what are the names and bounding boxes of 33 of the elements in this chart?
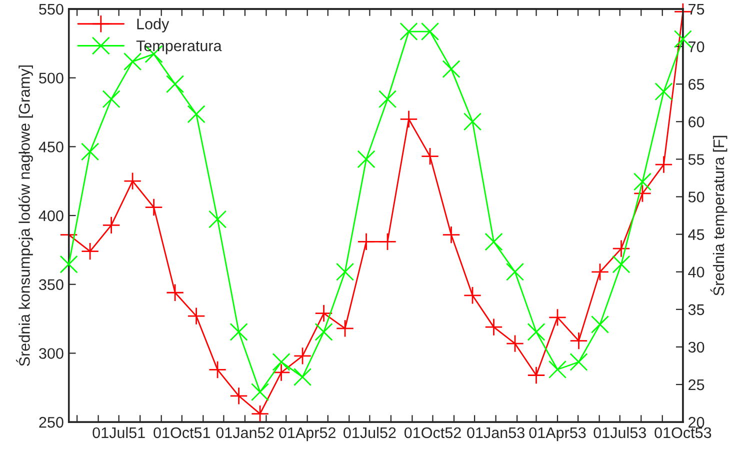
x-tick-label: 01Apr52 xyxy=(279,427,336,442)
x-tick-label: 01Jan52 xyxy=(216,427,274,438)
y-tick-label: 400 xyxy=(38,210,64,222)
x-tick-label: 01Apr53 xyxy=(529,427,586,442)
x-tick-label: 01Jan53 xyxy=(467,427,524,438)
y-tick-label: 250 xyxy=(39,416,64,428)
x-tick-label: 01Oct51 xyxy=(154,427,210,438)
y2-tick-label: 25 xyxy=(688,379,704,390)
y2-tick-label: 75 xyxy=(688,4,704,15)
y2-tick-label: 40 xyxy=(688,266,704,278)
y-tick-label: 450 xyxy=(38,142,64,152)
y2-tick-label: 60 xyxy=(688,116,704,128)
y-tick-label: 350 xyxy=(39,279,64,290)
x-tick-label: 01Jul51 xyxy=(92,426,145,438)
x-tick-label: 01Jul53 xyxy=(594,426,646,438)
y2-tick-label: 45 xyxy=(688,229,704,240)
y2-tick-label: 70 xyxy=(688,41,704,52)
y2-axis-title: Średnia temperatura [F] xyxy=(710,136,728,296)
x-tick-label: 01Oct53 xyxy=(654,427,712,438)
y-tick-label: 500 xyxy=(39,72,64,84)
y2-tick-label: 20 xyxy=(688,416,704,428)
legend-label: Lody xyxy=(137,18,170,32)
y2-tick-label: 30 xyxy=(688,342,704,353)
y2-tick-label: 50 xyxy=(688,192,704,202)
y-tick-label: 550 xyxy=(39,4,64,15)
y-tick-label: 300 xyxy=(39,348,64,359)
legend-label: Temperatura xyxy=(136,40,222,54)
x-tick-label: 01Oct52 xyxy=(404,427,461,438)
y2-tick-label: 35 xyxy=(688,304,704,316)
y-axis-title: Średnia konsumpcja lodów nagłowe [Gramy] xyxy=(16,65,33,366)
x-tick-label: 01Jul52 xyxy=(344,426,396,438)
y2-tick-label: 55 xyxy=(688,154,704,165)
y2-tick-label: 65 xyxy=(688,78,704,90)
